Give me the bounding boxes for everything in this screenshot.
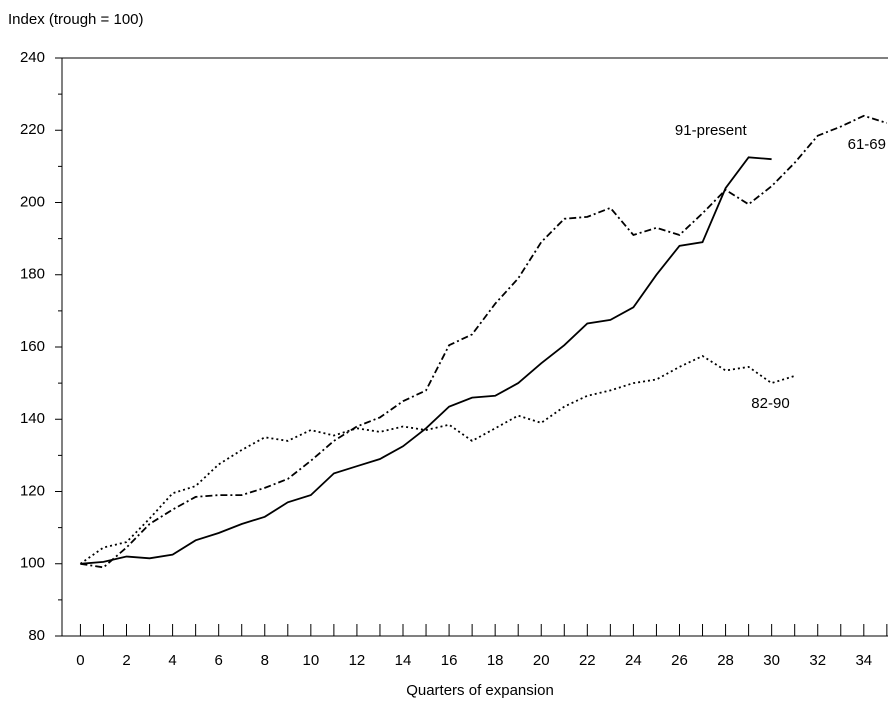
x-tick-label: 4	[168, 652, 176, 669]
x-axis-label: Quarters of expansion	[406, 682, 554, 699]
x-tick-label: 14	[395, 652, 412, 669]
series-label: 91-present	[675, 122, 748, 139]
series-line	[80, 114, 888, 569]
series-line	[80, 156, 772, 565]
y-tick-label: 140	[20, 410, 45, 427]
x-tick-label: 22	[579, 652, 596, 669]
x-tick-label: 20	[533, 652, 550, 669]
x-tick-label: 2	[122, 652, 130, 669]
y-tick-label: 200	[20, 193, 45, 210]
y-tick-label: 80	[28, 627, 45, 644]
y-tick-label: 180	[20, 266, 45, 283]
x-tick-label: 12	[349, 652, 366, 669]
y-tick-label: 160	[20, 338, 45, 355]
x-tick-label: 30	[763, 652, 780, 669]
y-tick-label: 220	[20, 121, 45, 138]
y-tick-label: 240	[20, 49, 45, 66]
x-tick-label: 24	[625, 652, 642, 669]
x-tick-label: 26	[671, 652, 688, 669]
x-tick-label: 18	[487, 652, 504, 669]
series-label: 61-69	[848, 136, 886, 153]
series-line	[79, 354, 795, 565]
y-tick-label: 100	[20, 555, 45, 572]
y-axis-label: Index (trough = 100)	[8, 11, 144, 28]
x-tick-label: 0	[76, 652, 84, 669]
series-label: 82-90	[751, 395, 789, 412]
x-tick-label: 6	[215, 652, 223, 669]
x-tick-label: 34	[855, 652, 872, 669]
x-tick-label: 28	[717, 652, 734, 669]
x-tick-label: 8	[261, 652, 269, 669]
x-tick-label: 16	[441, 652, 458, 669]
y-tick-label: 120	[20, 482, 45, 499]
x-tick-label: 32	[809, 652, 826, 669]
x-tick-label: 10	[302, 652, 319, 669]
